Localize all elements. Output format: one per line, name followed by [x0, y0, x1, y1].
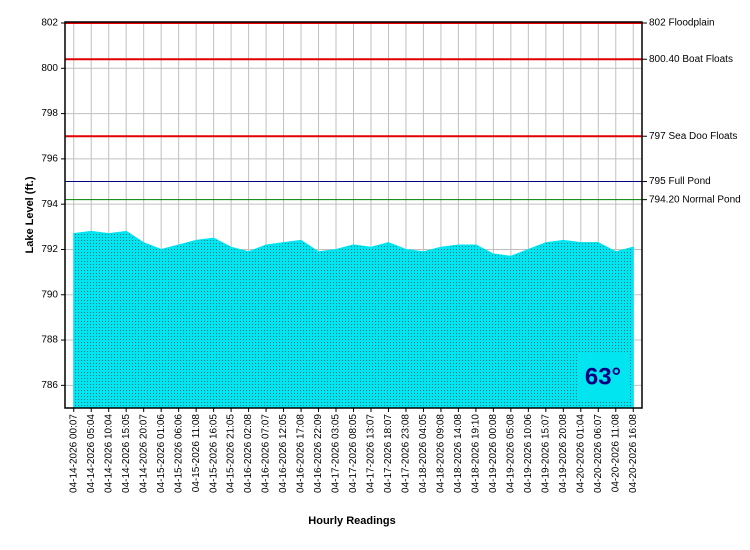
x-tick-label: 04-16-2026 02:08	[243, 414, 254, 493]
x-tick-label: 04-14-2026 15:05	[121, 414, 132, 493]
level-area	[73, 230, 634, 409]
x-tick-label: 04-16-2026 12:05	[278, 414, 289, 493]
y-tick-label: 790	[41, 289, 58, 300]
reference-label: 802 Floodplain	[649, 18, 715, 29]
y-axis-title: Lake Level (ft.)	[24, 176, 36, 253]
y-tick-label: 788	[41, 335, 58, 346]
reference-label: 800.40 Boat Floats	[649, 54, 733, 65]
x-tick-label: 04-18-2026 19:10	[471, 414, 482, 493]
x-tick-label: 04-20-2026 16:08	[628, 414, 639, 493]
reference-label: 794.20 Normal Pond	[649, 194, 741, 205]
x-tick-label: 04-14-2026 20:07	[138, 414, 149, 493]
x-tick-label: 04-20-2026 11:08	[610, 414, 621, 493]
x-tick-label: 04-15-2026 06:06	[173, 414, 184, 493]
x-tick-label: 04-16-2026 07:07	[261, 414, 272, 493]
x-tick-label: 04-14-2026 05:04	[86, 414, 97, 493]
x-tick-label: 04-17-2026 13:07	[366, 414, 377, 493]
reference-label: 795 Full Pond	[649, 176, 711, 187]
y-tick-label: 794	[41, 199, 58, 210]
x-tick-label: 04-18-2026 14:08	[453, 414, 464, 493]
x-tick-label: 04-17-2026 03:05	[331, 414, 342, 493]
x-tick-label: 04-16-2026 17:08	[296, 414, 307, 493]
x-tick-label: 04-19-2026 20:08	[558, 414, 569, 493]
x-tick-label: 04-14-2026 10:04	[103, 414, 114, 493]
x-tick-label: 04-19-2026 05:08	[506, 414, 517, 493]
x-tick-label: 04-17-2026 23:08	[401, 414, 412, 493]
x-tick-label: 04-18-2026 04:05	[418, 414, 429, 493]
y-tick-label: 800	[41, 63, 58, 74]
x-tick-label: 04-19-2026 00:08	[488, 414, 499, 493]
x-tick-label: 04-17-2026 08:05	[348, 414, 359, 493]
y-tick-label: 792	[41, 244, 58, 255]
x-tick-label: 04-16-2026 22:09	[313, 414, 324, 493]
x-tick-label: 04-14-2026 00:07	[68, 414, 79, 493]
badge-box	[578, 354, 628, 400]
x-tick-label: 04-15-2026 11:08	[191, 414, 202, 493]
x-axis-title: Hourly Readings	[308, 515, 395, 527]
y-tick-label: 798	[41, 108, 58, 119]
x-tick-label: 04-19-2026 15:07	[540, 414, 551, 493]
reference-label: 797 Sea Doo Floats	[649, 131, 737, 142]
plot-frame	[64, 21, 643, 409]
y-tick-label: 786	[41, 380, 58, 391]
temperature-badge: 63°	[585, 363, 621, 390]
x-tick-label: 04-15-2026 01:06	[156, 414, 167, 493]
y-tick-label: 796	[41, 154, 58, 165]
x-tick-label: 04-15-2026 16:05	[208, 414, 219, 493]
x-tick-label: 04-20-2026 01:04	[575, 414, 586, 493]
x-tick-label: 04-20-2026 06:07	[593, 414, 604, 493]
y-tick-label: 802	[41, 18, 58, 29]
x-tick-label: 04-19-2026 10:06	[523, 414, 534, 493]
x-tick-label: 04-15-2026 21:05	[226, 414, 237, 493]
x-tick-label: 04-17-2026 18:07	[383, 414, 394, 493]
x-tick-label: 04-18-2026 09:08	[436, 414, 447, 493]
